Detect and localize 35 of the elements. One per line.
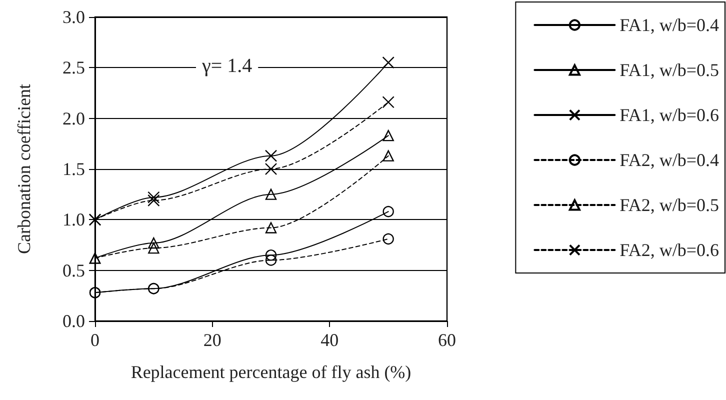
point	[382, 233, 394, 245]
x-tick-label: 0	[90, 330, 100, 350]
y-tick-label: 0.5	[62, 260, 85, 280]
legend-label: FA2, w/b=0.4	[620, 150, 720, 170]
legend-label: FA1, w/b=0.5	[620, 60, 720, 80]
point	[265, 222, 277, 234]
point	[148, 242, 160, 254]
y-tick-label: 3.0	[62, 7, 85, 27]
legend-label: FA2, w/b=0.6	[620, 240, 720, 260]
y-tick-label: 2.0	[62, 108, 85, 128]
point	[148, 237, 160, 249]
legend-label: FA1, w/b=0.4	[620, 15, 720, 35]
x-tick-label: 40	[320, 330, 339, 350]
y-tick-label: 1.5	[62, 159, 85, 179]
x-axis-title: Replacement percentage of fly ash (%)	[130, 362, 412, 382]
point	[265, 254, 277, 266]
y-tick-label: 0.0	[62, 311, 85, 331]
legend-label: FA2, w/b=0.5	[620, 195, 720, 215]
point	[148, 194, 160, 207]
x-tick-label: 20	[203, 330, 222, 350]
point	[382, 130, 394, 142]
point	[382, 206, 394, 218]
point	[148, 191, 160, 204]
point	[265, 250, 277, 261]
annotation: γ= 1.4	[201, 55, 252, 77]
point	[382, 96, 394, 108]
legend-label: FA1, w/b=0.6	[620, 105, 720, 125]
y-tick-label: 1.0	[62, 210, 85, 230]
x-tick-label: 60	[438, 330, 456, 350]
y-axis-title: Carbonation coefficient	[14, 84, 34, 254]
y-tick-label: 2.5	[62, 58, 85, 78]
point	[265, 188, 277, 200]
point	[264, 150, 278, 162]
point	[382, 150, 394, 162]
point	[264, 162, 278, 176]
